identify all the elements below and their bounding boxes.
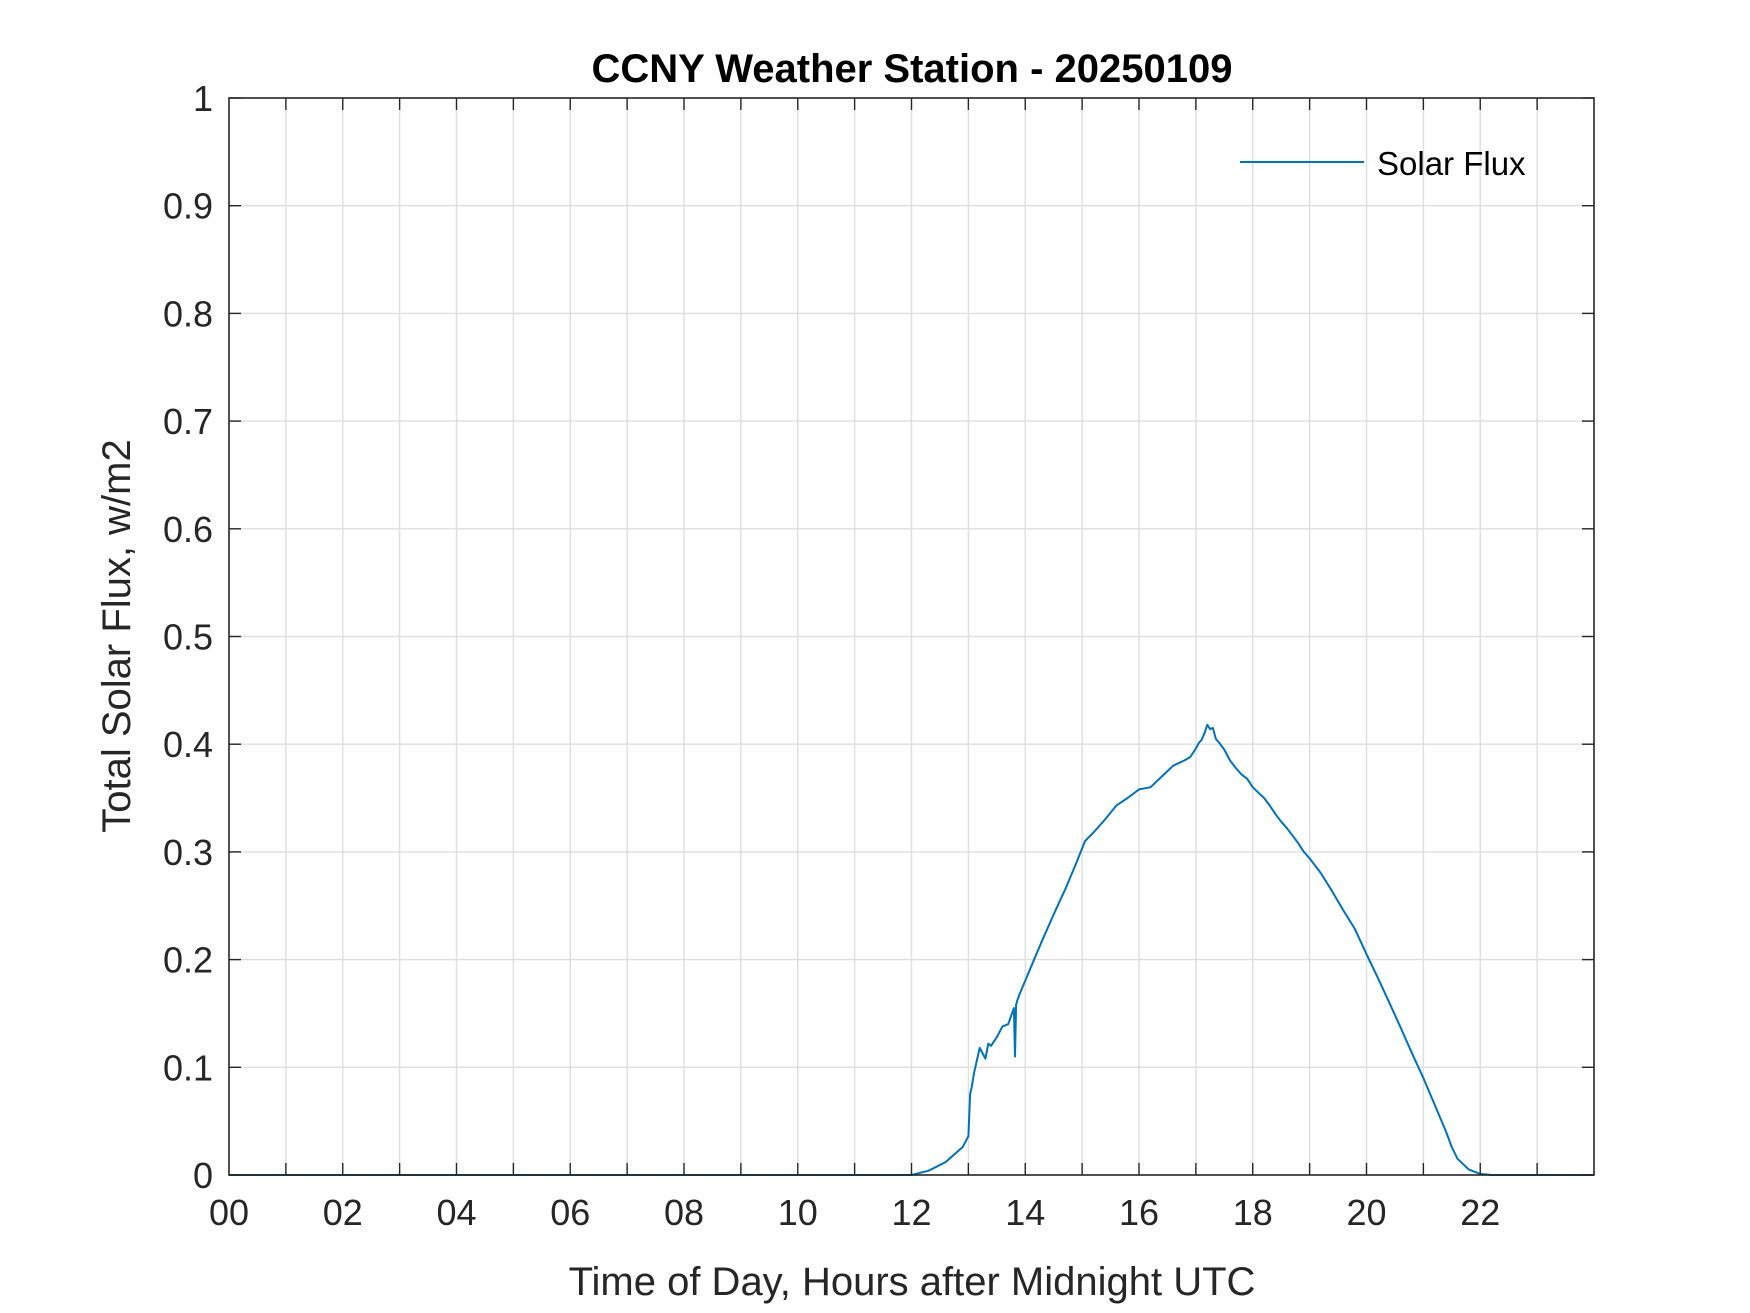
x-tick-labels: 00 02 04 06 08 10 12 14 16 18 20 22 xyxy=(209,1192,1500,1233)
y-tick-label: 0.1 xyxy=(163,1047,213,1088)
y-tick-label: 0.5 xyxy=(163,617,213,658)
y-tick-label: 1 xyxy=(193,78,213,119)
y-tick-labels: 0 0.1 0.2 0.3 0.4 0.5 0.6 0.7 0.8 0.9 1 xyxy=(163,78,213,1196)
x-tick-label: 18 xyxy=(1233,1192,1273,1233)
chart-title: CCNY Weather Station - 20250109 xyxy=(592,47,1233,91)
x-tick-label: 10 xyxy=(778,1192,818,1233)
x-tick-label: 16 xyxy=(1119,1192,1159,1233)
y-tick-label: 0.6 xyxy=(163,509,213,550)
y-tick-label: 0.2 xyxy=(163,940,213,981)
legend: Solar Flux xyxy=(1240,145,1526,182)
x-tick-label: 00 xyxy=(209,1192,249,1233)
x-tick-label: 02 xyxy=(323,1192,363,1233)
legend-label-solar-flux: Solar Flux xyxy=(1377,145,1526,182)
y-tick-label: 0.4 xyxy=(163,724,213,765)
x-tick-label: 04 xyxy=(436,1192,476,1233)
y-tick-label: 0 xyxy=(193,1155,213,1196)
y-axis-label: Total Solar Flux, w/m2 xyxy=(95,439,139,832)
y-tick-label: 0.8 xyxy=(163,293,213,334)
series-layer xyxy=(229,723,1594,1176)
y-tick-label: 0.3 xyxy=(163,832,213,873)
x-tick-label: 22 xyxy=(1460,1192,1500,1233)
series-line-solar-flux xyxy=(229,723,1594,1176)
x-tick-label: 20 xyxy=(1346,1192,1386,1233)
axis-ticks xyxy=(229,97,1594,1176)
y-tick-label: 0.7 xyxy=(163,401,213,442)
y-tick-label: 0.9 xyxy=(163,186,213,227)
y-gridlines xyxy=(229,204,1594,1069)
x-tick-label: 14 xyxy=(1005,1192,1045,1233)
x-tick-label: 08 xyxy=(664,1192,704,1233)
x-tick-label: 06 xyxy=(550,1192,590,1233)
x-axis-label: Time of Day, Hours after Midnight UTC xyxy=(569,1260,1256,1304)
x-tick-label: 12 xyxy=(891,1192,931,1233)
